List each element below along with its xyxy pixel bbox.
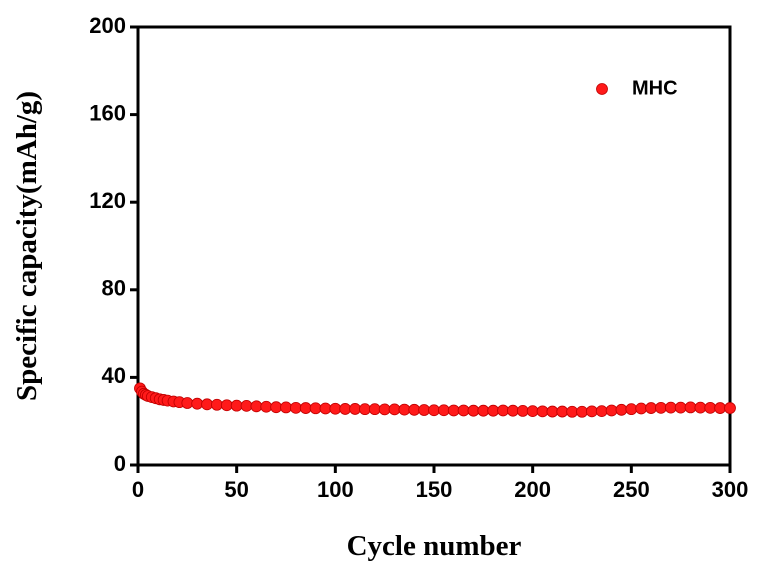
data-point [615,403,628,416]
data-point [270,401,283,414]
data-point [398,403,411,416]
data-point [250,400,263,413]
data-point [724,402,736,414]
data-point [645,402,657,414]
data-point [201,398,213,411]
data-point [191,397,204,410]
legend-marker [596,83,608,95]
data-point [625,403,638,416]
data-point [309,402,322,415]
x-tick-label: 300 [712,477,749,502]
y-tick-label: 80 [102,276,126,301]
data-point [536,405,549,418]
data-point [388,403,401,416]
data-point [428,404,440,417]
y-tick-label: 120 [89,188,126,213]
data-point [595,405,608,418]
x-tick-label: 200 [514,477,551,502]
data-point [674,401,687,414]
data-point [605,404,618,417]
data-point [378,403,391,416]
data-point [546,405,559,418]
y-tick-label: 200 [89,13,126,38]
data-point [526,405,539,418]
data-point [714,402,727,414]
data-point [437,404,450,417]
data-point [260,400,273,413]
data-point [418,404,431,416]
data-point [240,399,253,412]
x-tick-label: 0 [132,477,144,502]
data-point [349,403,361,415]
data-point [220,399,233,412]
data-point [704,401,717,414]
data-point [507,404,519,417]
data-point [585,405,598,418]
data-point [556,405,569,418]
y-tick-label: 0 [114,451,126,476]
data-point [299,402,312,414]
y-tick-label: 40 [102,363,126,388]
data-point [487,404,500,417]
data-point [181,397,194,409]
data-point [211,398,223,411]
data-point [566,405,579,418]
data-point [684,401,697,414]
x-tick-label: 100 [317,477,354,502]
data-point [408,403,421,416]
data-point [664,401,677,414]
data-point [467,404,480,417]
data-point [457,404,470,417]
data-point [576,405,588,418]
data-point [280,401,292,414]
data-point [359,403,371,416]
data-point [635,402,648,415]
legend-label: MHC [632,77,678,99]
data-point [655,401,667,414]
data-point [694,401,707,414]
data-point [230,399,243,412]
data-point [319,402,332,415]
x-tick-label: 250 [613,477,650,502]
data-point [477,404,490,417]
data-point [497,404,509,417]
data-point [289,401,302,414]
data-point [447,404,460,417]
x-tick-label: 150 [416,477,453,502]
y-axis-label: Specific capacity(mAh/g) [11,91,43,401]
y-tick-label: 160 [89,100,126,125]
data-point [368,403,381,416]
x-tick-label: 50 [224,477,248,502]
data-point [516,405,529,417]
data-point [329,402,342,415]
x-axis-label: Cycle number [347,530,522,562]
data-point [339,403,352,415]
